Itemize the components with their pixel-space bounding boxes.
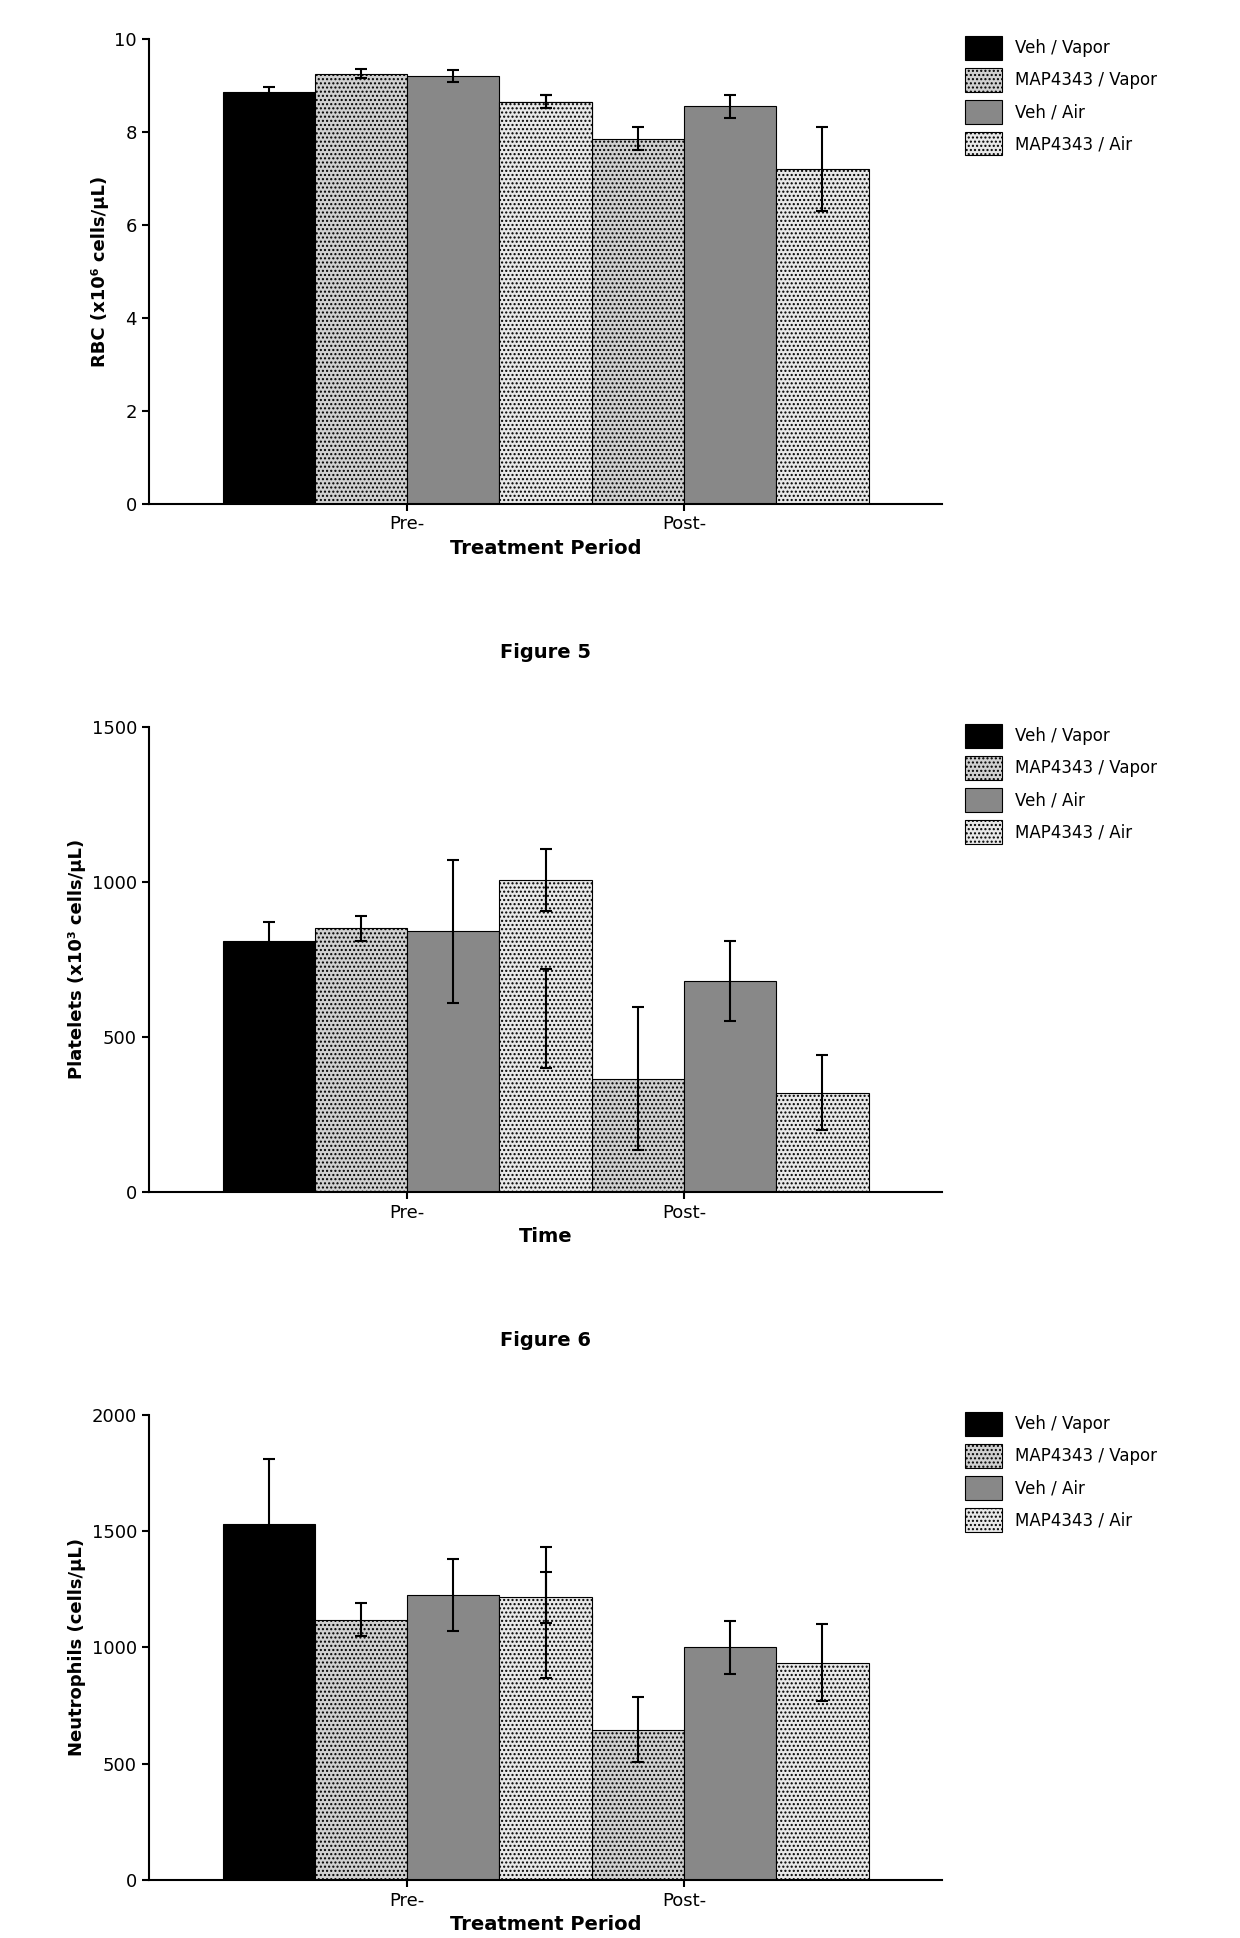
Y-axis label: Platelets (x10³ cells/μL): Platelets (x10³ cells/μL) <box>68 839 86 1079</box>
X-axis label: Time: Time <box>518 1227 573 1246</box>
Bar <box>500 1017 591 1192</box>
Legend: Veh / Vapor, MAP4343 / Vapor, Veh / Air, MAP4343 / Air: Veh / Vapor, MAP4343 / Vapor, Veh / Air,… <box>959 717 1163 851</box>
Y-axis label: Neutrophils (cells/μL): Neutrophils (cells/μL) <box>68 1539 86 1756</box>
Legend: Veh / Vapor, MAP4343 / Vapor, Veh / Air, MAP4343 / Air: Veh / Vapor, MAP4343 / Vapor, Veh / Air,… <box>959 1405 1163 1539</box>
Bar <box>315 928 407 1192</box>
Bar <box>776 169 868 504</box>
Bar <box>407 1595 500 1880</box>
Bar <box>684 107 776 504</box>
Bar <box>591 140 684 504</box>
Bar <box>776 1663 868 1880</box>
Y-axis label: RBC (x10⁶ cells/μL): RBC (x10⁶ cells/μL) <box>91 176 109 366</box>
Bar <box>684 1647 776 1880</box>
Legend: Veh / Vapor, MAP4343 / Vapor, Veh / Air, MAP4343 / Air: Veh / Vapor, MAP4343 / Vapor, Veh / Air,… <box>959 29 1163 163</box>
Bar <box>591 1079 684 1192</box>
Bar <box>500 1612 591 1880</box>
Bar <box>500 1597 591 1880</box>
X-axis label: Treatment Period: Treatment Period <box>450 539 641 558</box>
Bar <box>591 1731 684 1880</box>
Text: Figure 5: Figure 5 <box>500 643 591 663</box>
Bar <box>684 981 776 1192</box>
Bar <box>500 101 591 504</box>
Bar <box>223 1523 315 1880</box>
Bar <box>223 940 315 1192</box>
Bar <box>315 74 407 504</box>
Bar <box>500 101 591 504</box>
Bar <box>223 93 315 504</box>
Text: Figure 6: Figure 6 <box>500 1331 591 1351</box>
Bar <box>776 1093 868 1192</box>
Bar <box>315 1620 407 1880</box>
Bar <box>407 932 500 1192</box>
X-axis label: Treatment Period: Treatment Period <box>450 1915 641 1934</box>
Bar <box>407 76 500 504</box>
Bar <box>500 880 591 1192</box>
